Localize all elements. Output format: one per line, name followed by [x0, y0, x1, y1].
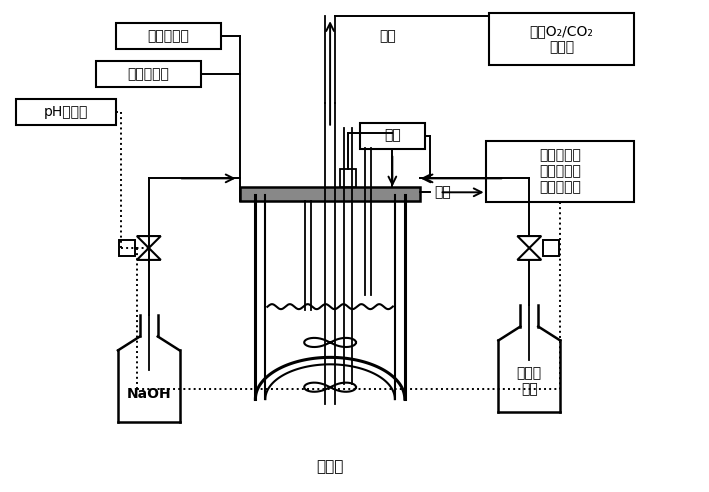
Text: 搅拌控制器: 搅拌控制器 — [147, 29, 189, 43]
Bar — [489, 13, 634, 65]
Bar — [360, 123, 425, 149]
Bar — [119, 240, 135, 256]
Text: 尾气: 尾气 — [379, 29, 396, 43]
Text: 温度控制器: 温度控制器 — [128, 67, 169, 81]
Bar — [486, 141, 634, 202]
Bar — [543, 240, 559, 256]
Bar — [16, 99, 116, 124]
Text: 发酵罐: 发酵罐 — [316, 459, 344, 474]
Text: 尾气O₂/CO₂
分析仪: 尾气O₂/CO₂ 分析仪 — [530, 24, 593, 54]
Text: 分析菌体浓
度、酶活和
葡萄糖浓度: 分析菌体浓 度、酶活和 葡萄糖浓度 — [540, 148, 581, 195]
Bar — [96, 61, 201, 87]
Text: 取样: 取样 — [435, 185, 451, 199]
Text: 补料培
养基: 补料培 养基 — [517, 366, 542, 397]
Text: NaOH: NaOH — [126, 387, 171, 401]
Text: pH控制器: pH控制器 — [44, 105, 89, 119]
Bar — [240, 187, 420, 201]
Bar — [340, 169, 356, 187]
Bar — [116, 23, 220, 49]
Text: 空气: 空气 — [384, 128, 401, 143]
